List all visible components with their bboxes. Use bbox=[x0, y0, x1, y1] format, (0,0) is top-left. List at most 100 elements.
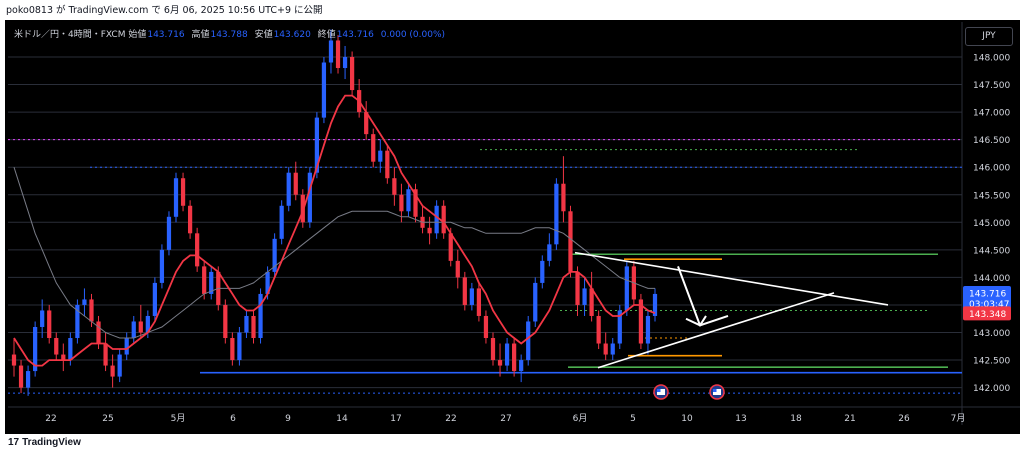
ma-fast-line bbox=[13, 94, 656, 367]
candle-body bbox=[610, 343, 615, 355]
candle-body bbox=[497, 360, 503, 366]
candle-body bbox=[624, 266, 629, 311]
x-tick-label: 17 bbox=[390, 414, 401, 424]
candle-body bbox=[349, 57, 355, 91]
candle-body bbox=[159, 249, 165, 283]
candle-body bbox=[110, 365, 115, 377]
candle-body bbox=[187, 205, 193, 234]
forecast-arrow bbox=[677, 266, 729, 327]
y-tick-label: 146.000 bbox=[973, 164, 1010, 174]
x-tick-label: 6月 bbox=[573, 413, 588, 424]
publish-caption: poko0813 が TradingView.com で 6月 06, 2025… bbox=[0, 0, 1024, 22]
symbol-label[interactable]: 米ドル／円・4時間・FXCM bbox=[14, 30, 126, 40]
close-value: 143.716 bbox=[336, 30, 374, 40]
x-tick-label: 5 bbox=[630, 414, 636, 424]
candle-body bbox=[462, 277, 467, 305]
x-tick-label: 25 bbox=[102, 414, 113, 424]
candle-body bbox=[561, 183, 566, 212]
us-flag-canton bbox=[713, 389, 717, 392]
y-tick-label: 145.000 bbox=[973, 219, 1010, 229]
candle-body bbox=[638, 299, 644, 344]
candle-body bbox=[596, 315, 601, 344]
y-tick-label: 144.500 bbox=[973, 246, 1010, 256]
candle-body bbox=[293, 172, 298, 195]
candle-body bbox=[145, 315, 150, 333]
y-tick-label: 148.000 bbox=[973, 54, 1010, 64]
x-tick-label: 22 bbox=[445, 414, 456, 424]
x-tick-label: 7月 bbox=[951, 413, 966, 424]
candle-body bbox=[335, 40, 341, 69]
candle-body bbox=[617, 310, 622, 344]
open-value: 143.716 bbox=[147, 30, 185, 40]
candle-body bbox=[533, 282, 538, 322]
candle-body bbox=[512, 343, 517, 372]
candle-body bbox=[272, 238, 277, 272]
candle-body bbox=[568, 211, 573, 272]
candle-body bbox=[75, 304, 80, 339]
candle-body bbox=[427, 227, 432, 234]
high-key: 高値 bbox=[191, 30, 210, 40]
candle-body bbox=[33, 326, 38, 372]
candle-body bbox=[455, 260, 460, 278]
x-tick-label: 26 bbox=[898, 414, 910, 424]
candle-body bbox=[279, 205, 284, 239]
close-key: 終値 bbox=[317, 30, 336, 40]
candle-body bbox=[554, 183, 559, 245]
high-value: 143.788 bbox=[210, 30, 248, 40]
change-value: 0.000 (0.00%) bbox=[380, 30, 446, 40]
x-tick-label: 10 bbox=[681, 414, 693, 424]
candle-body bbox=[434, 205, 439, 234]
candle-body bbox=[342, 57, 348, 69]
ma-slow-line bbox=[13, 167, 655, 339]
us-flag-canton bbox=[657, 389, 661, 392]
x-tick-label: 14 bbox=[336, 414, 348, 424]
candle-body bbox=[202, 266, 207, 294]
candle-body bbox=[575, 271, 580, 305]
candle-body bbox=[589, 288, 594, 316]
candle-body bbox=[490, 338, 496, 361]
candle-body bbox=[413, 189, 418, 217]
candle-body bbox=[448, 233, 453, 261]
candle-body bbox=[519, 360, 524, 372]
candle-body bbox=[223, 304, 228, 339]
candle-body bbox=[307, 172, 312, 223]
candle-body bbox=[582, 288, 587, 305]
triangle-upper-line bbox=[574, 251, 889, 306]
candle-body bbox=[547, 244, 552, 261]
y-tick-label: 145.500 bbox=[973, 191, 1010, 201]
x-tick-label: 27 bbox=[500, 414, 511, 424]
candle-body bbox=[244, 315, 249, 333]
candle-body bbox=[314, 117, 320, 173]
candle-body bbox=[258, 293, 263, 339]
candle-body bbox=[103, 343, 108, 366]
x-tick-label: 18 bbox=[790, 414, 802, 424]
x-tick-label: 5月 bbox=[171, 413, 186, 424]
candle-body bbox=[18, 365, 24, 388]
candle-body bbox=[540, 260, 545, 283]
footer-brand-label: TradingView bbox=[22, 437, 81, 448]
candle-body bbox=[195, 233, 200, 267]
y-tick-label: 144.000 bbox=[973, 274, 1010, 284]
triangle-lower-line bbox=[597, 292, 835, 369]
x-tick-label: 22 bbox=[45, 414, 56, 424]
candle-body bbox=[286, 172, 291, 206]
candle-body bbox=[117, 354, 122, 377]
candle-body bbox=[378, 150, 383, 162]
chart-legend: 米ドル／円・4時間・FXCM 始値143.716 高値143.788 安値143… bbox=[14, 27, 445, 40]
x-tick-label: 6 bbox=[230, 414, 236, 424]
candle-body bbox=[476, 288, 482, 316]
candle-body bbox=[469, 288, 474, 305]
y-tick-label: 147.000 bbox=[973, 109, 1010, 119]
us-flag-icon bbox=[713, 389, 721, 395]
x-tick-label: 9 bbox=[285, 414, 291, 424]
candle-body bbox=[645, 315, 651, 344]
candle-body bbox=[237, 332, 242, 361]
candle-body bbox=[25, 371, 31, 388]
low-value: 143.620 bbox=[273, 30, 311, 40]
candle-body bbox=[504, 343, 510, 366]
candle-body bbox=[68, 338, 73, 361]
ma-price-label: 143.348 bbox=[969, 310, 1006, 320]
currency-button[interactable]: JPY bbox=[965, 27, 1013, 46]
candle-body bbox=[385, 150, 390, 179]
